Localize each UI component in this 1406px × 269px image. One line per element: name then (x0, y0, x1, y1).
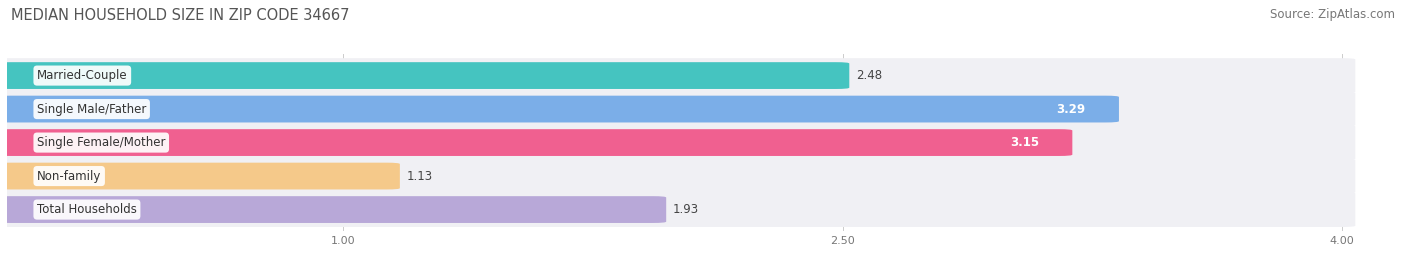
FancyBboxPatch shape (0, 196, 666, 223)
FancyBboxPatch shape (0, 92, 1355, 126)
FancyBboxPatch shape (0, 62, 849, 89)
Text: 3.29: 3.29 (1056, 102, 1085, 116)
Text: 1.13: 1.13 (406, 169, 433, 183)
Text: Single Male/Father: Single Male/Father (37, 102, 146, 116)
Text: 1.93: 1.93 (673, 203, 699, 216)
Text: 3.15: 3.15 (1010, 136, 1039, 149)
FancyBboxPatch shape (0, 125, 1355, 160)
Text: MEDIAN HOUSEHOLD SIZE IN ZIP CODE 34667: MEDIAN HOUSEHOLD SIZE IN ZIP CODE 34667 (11, 8, 350, 23)
Text: Single Female/Mother: Single Female/Mother (37, 136, 166, 149)
FancyBboxPatch shape (0, 58, 1355, 93)
FancyBboxPatch shape (0, 163, 399, 189)
FancyBboxPatch shape (0, 129, 1073, 156)
Text: 2.48: 2.48 (856, 69, 882, 82)
FancyBboxPatch shape (0, 96, 1119, 122)
Text: Total Households: Total Households (37, 203, 136, 216)
FancyBboxPatch shape (0, 192, 1355, 227)
Text: Non-family: Non-family (37, 169, 101, 183)
FancyBboxPatch shape (0, 159, 1355, 193)
Text: Married-Couple: Married-Couple (37, 69, 128, 82)
Text: Source: ZipAtlas.com: Source: ZipAtlas.com (1270, 8, 1395, 21)
